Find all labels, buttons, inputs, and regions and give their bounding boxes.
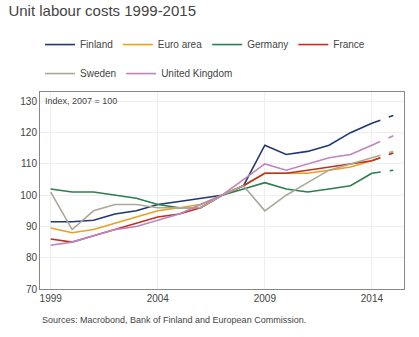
svg-text:80: 80 [26, 252, 38, 263]
svg-text:120: 120 [20, 127, 37, 138]
svg-text:2014: 2014 [361, 293, 384, 304]
svg-text:2004: 2004 [147, 293, 170, 304]
svg-text:2009: 2009 [254, 293, 277, 304]
svg-text:130: 130 [20, 96, 37, 107]
svg-text:France: France [333, 39, 365, 50]
svg-text:United Kingdom: United Kingdom [161, 68, 232, 79]
svg-text:100: 100 [20, 190, 37, 201]
svg-text:Germany: Germany [247, 39, 288, 50]
svg-text:Sweden: Sweden [80, 68, 116, 79]
svg-text:Index, 2007 = 100: Index, 2007 = 100 [45, 96, 117, 106]
svg-text:Euro area: Euro area [158, 39, 202, 50]
svg-text:110: 110 [21, 158, 37, 169]
svg-text:Sources: Macrobond, Bank of Fi: Sources: Macrobond, Bank of Finland and … [42, 315, 306, 325]
svg-text:Unit labour costs 1999-2015: Unit labour costs 1999-2015 [8, 2, 196, 19]
svg-text:90: 90 [26, 221, 38, 232]
svg-text:1999: 1999 [40, 293, 63, 304]
svg-text:70: 70 [26, 284, 38, 295]
svg-text:Finland: Finland [80, 39, 113, 50]
